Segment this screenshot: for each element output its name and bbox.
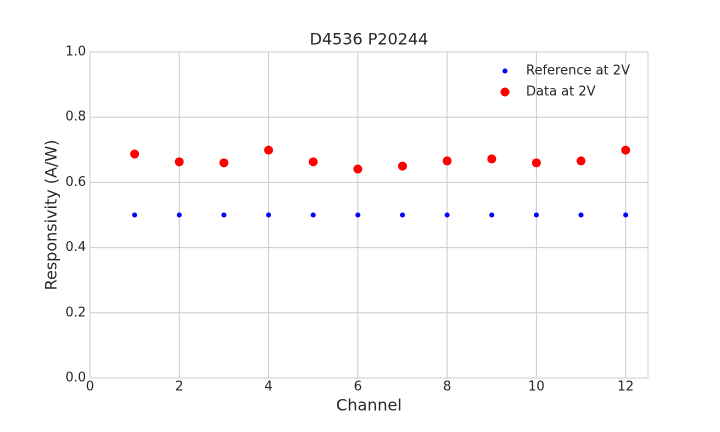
point (487, 154, 497, 164)
x-tick-label: 4 (264, 380, 272, 395)
point (132, 212, 138, 218)
point (130, 149, 140, 159)
point (442, 156, 452, 166)
point (621, 145, 631, 155)
point (264, 145, 274, 155)
x-tick-label: 8 (443, 380, 451, 395)
point (533, 212, 539, 218)
legend-marker (500, 87, 510, 97)
legend-marker (502, 68, 508, 74)
y-axis-label: Responsivity (A/W) (42, 140, 61, 291)
y-tick-label: 0.4 (65, 240, 86, 255)
point (176, 212, 182, 218)
plot-frame (89, 51, 649, 379)
point (266, 212, 272, 218)
point (310, 212, 316, 218)
x-tick-label: 6 (354, 380, 362, 395)
y-tick-label: 1.0 (65, 45, 86, 60)
point (221, 212, 227, 218)
point (623, 212, 629, 218)
point (399, 212, 405, 218)
y-tick-label: 0.8 (65, 110, 86, 125)
legend-label: Data at 2V (526, 85, 596, 100)
point (578, 212, 584, 218)
point (531, 158, 541, 168)
chart-title: D4536 P20244 (310, 30, 429, 49)
x-axis-label: Channel (336, 396, 402, 415)
x-tick-label: 2 (175, 380, 183, 395)
x-tick-label: 10 (528, 380, 545, 395)
x-tick-label: 12 (617, 380, 634, 395)
point (576, 156, 586, 166)
legend-label: Reference at 2V (526, 64, 630, 79)
point (174, 157, 184, 167)
y-tick-label: 0.2 (65, 305, 86, 320)
point (397, 161, 407, 171)
point (355, 212, 361, 218)
point (353, 164, 363, 174)
point (308, 157, 318, 167)
x-tick-label: 0 (86, 380, 94, 395)
y-tick-label: 0.0 (65, 371, 86, 386)
y-tick-label: 0.6 (65, 175, 86, 190)
point (219, 158, 229, 168)
point (444, 212, 450, 218)
point (489, 212, 495, 218)
